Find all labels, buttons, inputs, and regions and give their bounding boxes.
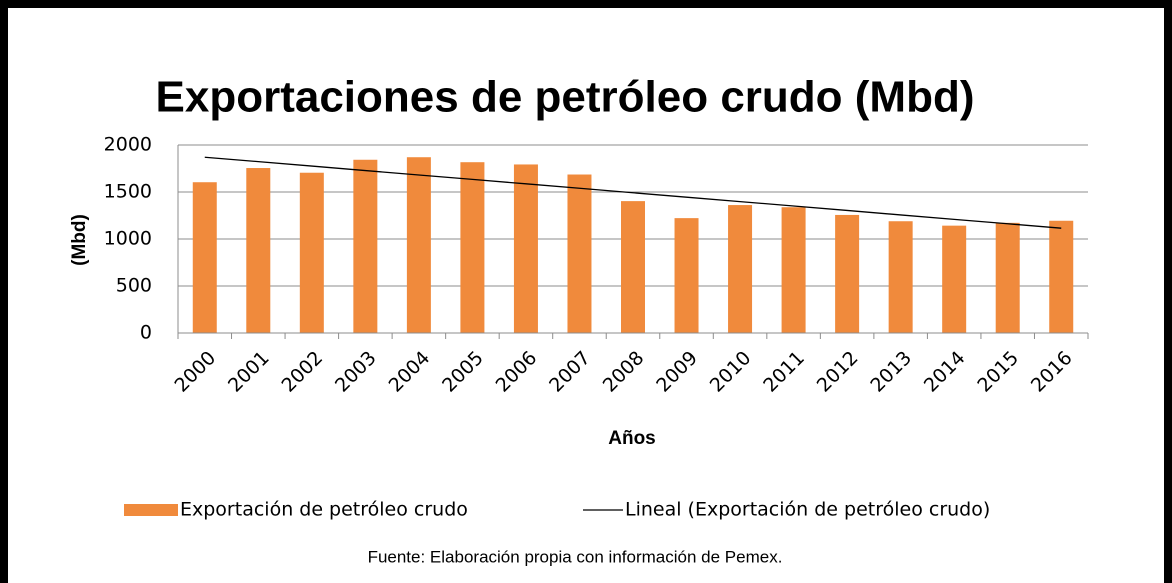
bar — [246, 168, 271, 333]
bar — [995, 222, 1020, 333]
bar — [1049, 220, 1074, 333]
bar — [942, 225, 967, 333]
bar — [513, 164, 538, 333]
bar — [192, 182, 217, 333]
legend-swatch — [124, 504, 178, 516]
bar — [621, 201, 645, 333]
bar — [728, 205, 753, 333]
legend-label: Exportación de petróleo crudo — [180, 499, 468, 521]
bar — [888, 221, 913, 333]
y-tick-label: 500 — [116, 275, 152, 297]
bar — [567, 174, 592, 333]
trend-line — [204, 156, 1062, 229]
bar — [406, 157, 431, 333]
legend-label: Lineal (Exportación de petróleo crudo) — [625, 499, 990, 521]
bar — [781, 207, 806, 333]
bar — [353, 159, 378, 333]
y-tick-label: 1000 — [104, 228, 152, 250]
y-axis-title: (Mbd) — [69, 214, 90, 266]
x-axis-title: Años — [608, 428, 656, 449]
source-note: Fuente: Elaboración propia con informaci… — [368, 547, 783, 566]
y-tick-label: 1500 — [104, 181, 152, 203]
bar — [674, 218, 699, 333]
y-tick-label: 0 — [140, 322, 152, 344]
bar — [835, 214, 860, 333]
bar — [460, 162, 485, 333]
chart-title: Exportaciones de petróleo crudo (Mbd) — [156, 73, 975, 122]
y-tick-label: 2000 — [104, 134, 152, 156]
bar — [299, 172, 324, 333]
